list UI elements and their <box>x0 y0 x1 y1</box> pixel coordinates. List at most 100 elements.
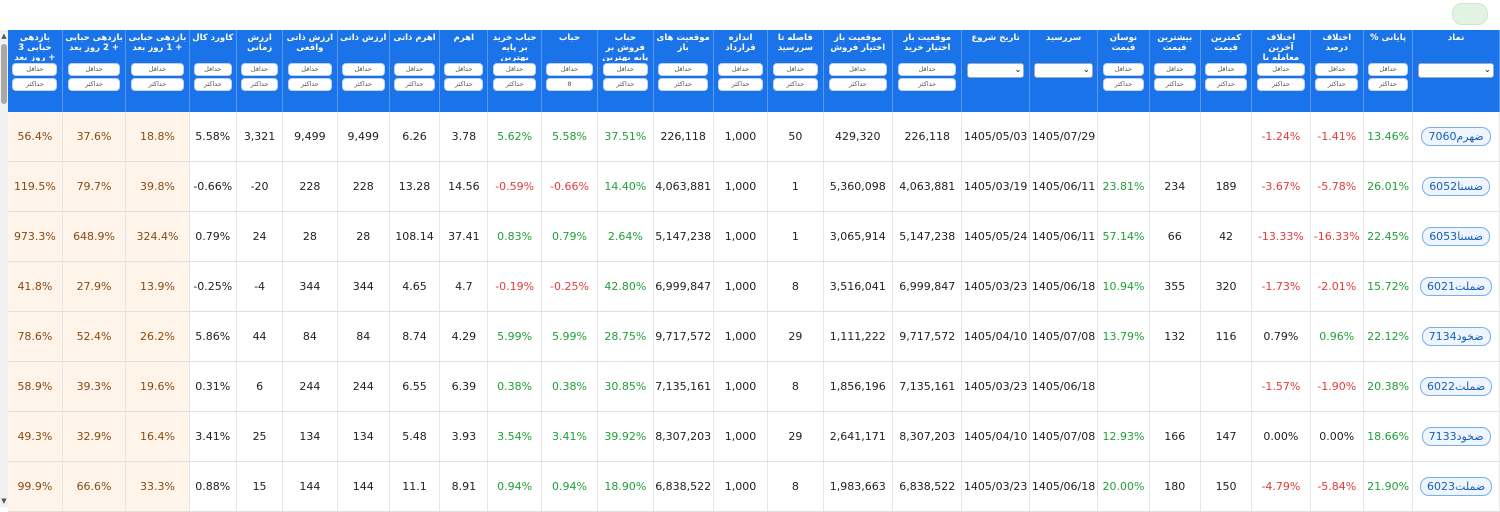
column-header[interactable]: حباب حداقل 8 <box>541 30 599 112</box>
filter-min-input[interactable]: حداقل <box>658 63 709 76</box>
symbol-badge[interactable]: ضسنا6053 <box>1422 227 1491 246</box>
filter-min-input[interactable]: حداقل <box>1102 63 1145 76</box>
filter-max-input[interactable]: حداکثر <box>240 78 279 91</box>
scrollbar-thumb[interactable] <box>1 44 7 104</box>
column-header[interactable]: موقعیت باز اختیار خرید حداقل حداکثر <box>892 30 963 112</box>
column-header[interactable]: کاورد کال حداقل حداکثر <box>189 30 237 112</box>
table-row[interactable]: 119.5% 79.7% 39.8% -0.66% -20 228 228 13.28 14.5… <box>8 161 1500 212</box>
filter-min-input[interactable]: حداقل <box>394 63 435 76</box>
filter-max-input[interactable]: حداکثر <box>1315 78 1359 91</box>
filter-max-input[interactable]: حداکثر <box>602 78 648 91</box>
filter-min-input[interactable]: حداقل <box>898 63 957 76</box>
filter-max-input[interactable]: حداکثر <box>1256 78 1305 91</box>
column-title: بازدهی حبابی 1 روز بعد + <box>128 33 187 53</box>
filter-min-input[interactable]: حداقل <box>602 63 648 76</box>
column-header[interactable]: اختلاف درصد حداقل حداکثر <box>1310 30 1364 112</box>
filter-min-input[interactable]: حداقل <box>287 63 333 76</box>
filter-max-input[interactable]: حداکثر <box>131 78 184 91</box>
filter-min-input[interactable]: حداقل <box>12 63 58 76</box>
filter-max-input[interactable]: حداکثر <box>287 78 333 91</box>
table-row[interactable]: 56.4% 37.6% 18.8% 5.58% 3,321 9,499 9,499 6.26 3… <box>8 112 1500 162</box>
table-row[interactable]: 41.8% 27.9% 13.9% -0.25% -4 344 344 4.65 4.7 -0.1… <box>8 261 1500 312</box>
column-header[interactable]: تاریخ شروع ⌄ <box>961 30 1030 112</box>
column-header[interactable]: اهرم حداقل حداکثر <box>439 30 489 112</box>
toggle-switch[interactable] <box>1452 3 1488 25</box>
symbol-badge[interactable]: ضخود7133 <box>1421 427 1491 446</box>
column-header[interactable]: سررسید ⌄ <box>1029 30 1099 112</box>
column-header[interactable]: موقعیت باز اختیار فروش حداقل حداکثر <box>823 30 894 112</box>
symbol-badge[interactable]: ضملت6021 <box>1420 277 1493 296</box>
filter-max-input[interactable]: حداکثر <box>193 78 232 91</box>
column-header[interactable]: % پایانی حداقل حداکثر <box>1363 30 1414 112</box>
column-header[interactable]: بازدهی حبابی 2 روز بعد + حداقل حداکثر <box>62 30 127 112</box>
column-header[interactable]: نوسان قیمت حداقل حداکثر <box>1097 30 1150 112</box>
column-header[interactable]: بازدهی حبابی 1 روز بعد + حداقل حداکثر <box>125 30 190 112</box>
column-header[interactable]: ارزش ذاتی واقعی حداقل حداکثر <box>282 30 338 112</box>
table-row[interactable]: 58.9% 39.3% 19.6% 0.31% 6 244 244 6.55 6.39 0.38%… <box>8 361 1500 412</box>
filter-min-input[interactable]: حداقل <box>444 63 484 76</box>
filter-min-input[interactable]: حداقل <box>131 63 184 76</box>
column-header[interactable]: نماد ⌄ <box>1412 30 1500 112</box>
column-header[interactable]: حباب خرید بر پایه بهترین عرضه حداقل حداکثر <box>487 30 542 112</box>
filter-max-input[interactable]: حداکثر <box>394 78 435 91</box>
symbol-badge[interactable]: ضهرم7060 <box>1421 127 1491 146</box>
filter-min-input[interactable]: حداقل <box>341 63 385 76</box>
filter-max-input[interactable]: حداکثر <box>1153 78 1196 91</box>
filter-min-input[interactable]: حداقل <box>240 63 279 76</box>
filter-max-input[interactable]: حداکثر <box>492 78 537 91</box>
filter-min-input[interactable]: حداقل <box>67 63 121 76</box>
filter-min-input[interactable]: حداقل <box>1256 63 1305 76</box>
filter-max-input[interactable]: حداکثر <box>1205 78 1247 91</box>
filter-min-input[interactable]: حداقل <box>1315 63 1359 76</box>
scroll-down-icon[interactable]: ▼ <box>1 497 7 505</box>
column-header[interactable]: ارزش ذاتی حداقل حداکثر <box>337 30 390 112</box>
filter-max-input[interactable]: حداکثر <box>898 78 957 91</box>
table-cell: 116 <box>1200 311 1253 362</box>
table-row[interactable]: 99.9% 66.6% 33.3% 0.88% 15 144 144 11.1 8.91 0.94… <box>8 461 1500 512</box>
filter-min-input[interactable]: حداقل <box>492 63 537 76</box>
symbol-badge[interactable]: ضسنا6052 <box>1422 177 1491 196</box>
symbol-badge[interactable]: ضخود7134 <box>1421 327 1491 346</box>
vertical-scrollbar[interactable]: ▲ ▼ <box>0 30 8 507</box>
filter-max-input[interactable]: حداقل <box>546 63 593 76</box>
table-row[interactable]: 49.3% 32.9% 16.4% 3.41% 25 134 134 5.48 3.93 3.54… <box>8 411 1500 462</box>
column-header[interactable]: اهرم ذاتی حداقل حداکثر <box>389 30 441 112</box>
filter-min-input[interactable]: حداقل <box>828 63 887 76</box>
symbol-badge[interactable]: ضملت6023 <box>1420 477 1493 496</box>
filter-max-input[interactable]: حداکثر <box>12 78 58 91</box>
table-row[interactable]: 78.6% 52.4% 26.2% 5.86% 44 84 84 8.74 4.29 5.99% 5… <box>8 311 1500 362</box>
filter-max-input[interactable]: حداکثر <box>1368 78 1408 91</box>
column-header[interactable]: موقعیت های باز حداقل حداکثر <box>653 30 714 112</box>
filter-max-input[interactable]: حداکثر <box>1102 78 1145 91</box>
column-header[interactable]: اندازه قرارداد حداقل حداکثر <box>713 30 769 112</box>
filter-min-input[interactable]: حداقل <box>1205 63 1247 76</box>
filter-min-input[interactable]: حداقل <box>718 63 763 76</box>
filter-max-input[interactable]: حداکثر <box>718 78 763 91</box>
filter-select[interactable]: ⌄ <box>966 63 1025 78</box>
column-header[interactable]: حباب فروش بر پایه بهترین تقاضا حداقل حداکث… <box>597 30 654 112</box>
column-header[interactable]: بیشترین قیمت حداقل حداکثر <box>1149 30 1201 112</box>
filter-min-input[interactable]: حداقل <box>193 63 232 76</box>
column-header[interactable]: فاصله تا سررسید حداقل حداکثر <box>767 30 824 112</box>
filter-min-input[interactable]: 8 <box>546 78 593 91</box>
table-cell: 52.4% <box>62 311 127 362</box>
table-cell: 5.99% <box>487 311 542 362</box>
scroll-up-icon[interactable]: ▲ <box>1 32 7 40</box>
column-header[interactable]: کمترین قیمت حداقل حداکثر <box>1200 30 1253 112</box>
column-header[interactable]: بازدهی حبابی 3 روز بعد + حداقل حداکثر <box>8 30 63 112</box>
filter-select[interactable]: ⌄ <box>1034 63 1093 78</box>
filter-min-input[interactable]: حداقل <box>1153 63 1196 76</box>
filter-select[interactable]: ⌄ <box>1418 63 1494 78</box>
filter-max-input[interactable]: حداکثر <box>444 78 484 91</box>
filter-min-input[interactable]: حداقل <box>772 63 819 76</box>
filter-max-input[interactable]: حداکثر <box>67 78 121 91</box>
filter-max-input[interactable]: حداکثر <box>658 78 709 91</box>
filter-max-input[interactable]: حداکثر <box>828 78 887 91</box>
table-row[interactable]: 973.3% 648.9% 324.4% 0.79% 24 28 28 108.14 37.41… <box>8 211 1500 262</box>
column-header[interactable]: اختلاف آخرین معامله با پایانی حداقل حداکثر <box>1251 30 1311 112</box>
filter-max-input[interactable]: حداکثر <box>341 78 385 91</box>
filter-max-input[interactable]: حداکثر <box>772 78 819 91</box>
column-header[interactable]: ارزش زمانی حداقل حداکثر <box>236 30 284 112</box>
symbol-badge[interactable]: ضملت6022 <box>1420 377 1493 396</box>
filter-min-input[interactable]: حداقل <box>1368 63 1408 76</box>
